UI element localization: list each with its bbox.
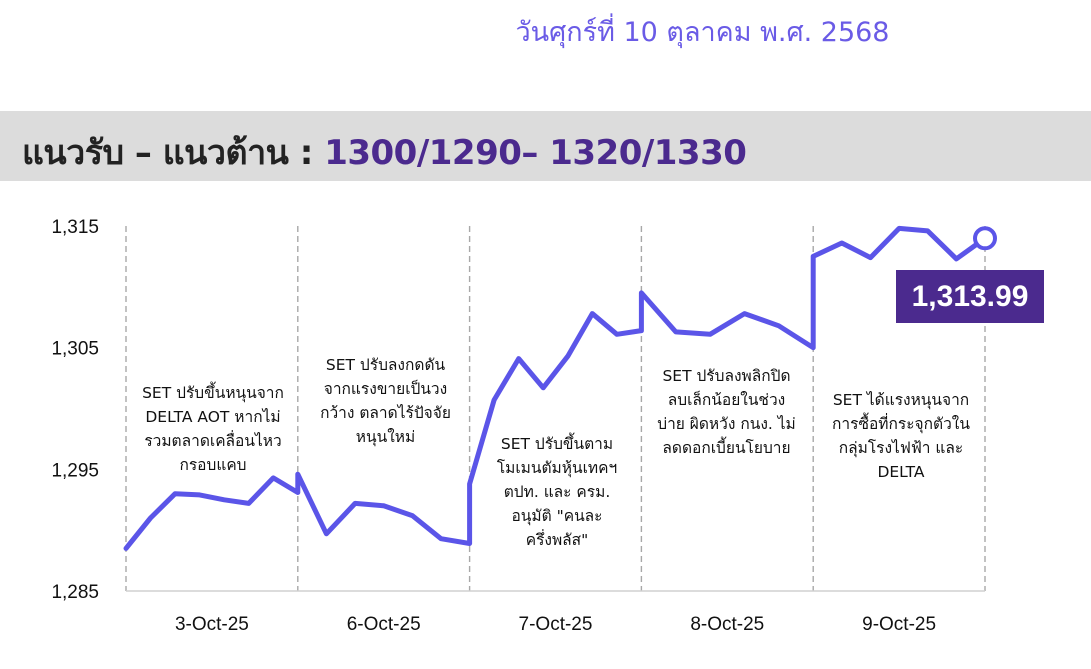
last-value-label: 1,313.99 [896,270,1044,323]
support-resistance-label: แนวรับ – แนวต้าน : [22,133,325,173]
y-tick-label: 1,305 [51,339,99,360]
y-tick-label: 1,295 [51,460,99,481]
annotation-day-3: SET ปรับขึ้นตาม โมเมนตัมหุ้นเทคฯ ตปท. แล… [496,435,618,549]
annotation-day-2: SET ปรับลงกดดัน จากแรงขายเป็นวง กว้าง ตล… [320,356,451,446]
last-point-marker [973,226,997,251]
x-tick-label: 3-Oct-25 [175,614,249,635]
x-tick-label: 7-Oct-25 [519,614,593,635]
x-tick-label: 8-Oct-25 [690,614,764,635]
support-resistance-title: แนวรับ – แนวต้าน : 1300/1290– 1320/1330 [22,125,747,179]
support-resistance-band [0,111,1091,181]
annotation-day-5: SET ได้แรงหนุนจาก การซื้อที่กระจุกตัวใน … [832,391,970,481]
report-date: วันศุกร์ที่ 10 ตุลาคม พ.ศ. 2568 [515,17,890,48]
y-tick-label: 1,315 [51,217,99,238]
set-index-line [123,225,988,551]
annotation-day-1: SET ปรับขึ้นหนุนจาก DELTA AOT หากไม่ รวม… [142,384,284,474]
x-tick-label: 9-Oct-25 [862,614,936,635]
y-tick-label: 1,285 [51,582,99,603]
annotation-day-4: SET ปรับลงพลิกปิด ลบเล็กน้อยในช่วง บ่าย … [657,367,796,457]
x-tick-label: 6-Oct-25 [347,614,421,635]
support-resistance-values: 1300/1290– 1320/1330 [324,133,747,173]
